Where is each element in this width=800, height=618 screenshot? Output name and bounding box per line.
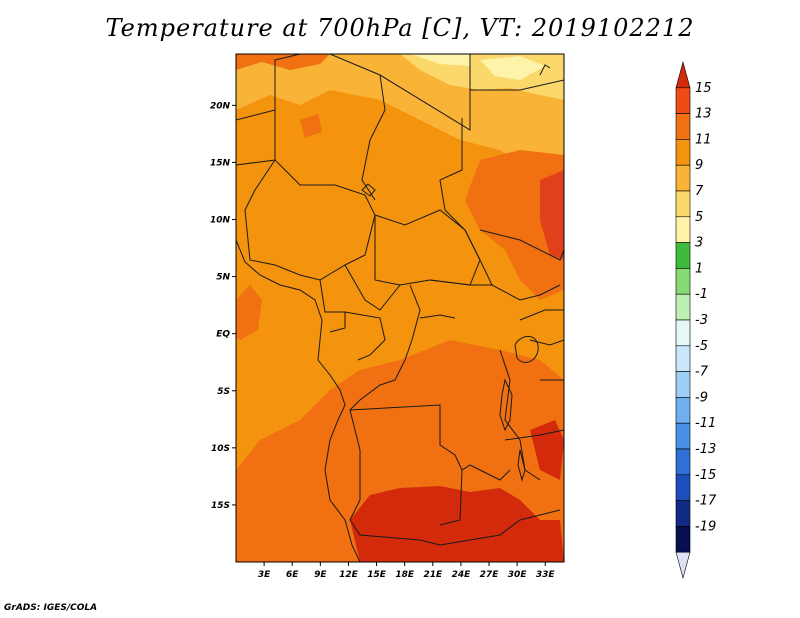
colorbar-label: 15 [695,81,712,96]
lat-tick-label: 15S [211,501,230,511]
colorbar-swatch [675,474,691,501]
colorbar: 15 13 11 9 7 5 3 1 -1 -3 -5 -7 -9 -11 -13 -15 -17 -19 [675,60,717,580]
colorbar-swatch [675,87,691,114]
lat-tick-label: 15N [210,158,231,168]
border-line [244,159,376,281]
field-region-11to13-east [465,150,564,300]
chart-title: Temperature at 700hPa [C], VT: 201910221… [105,14,695,42]
border-line [349,284,421,411]
lat-tick-label: 10S [211,444,230,454]
colorbar-swatch [675,500,691,527]
colorbar-swatch [675,216,691,243]
colorbar-label: -1 [695,287,708,302]
border-line [439,509,561,546]
lon-tick-label: 12E [339,570,359,580]
colorbar-swatch [675,397,691,424]
colorbar-swatch [675,139,691,166]
border-line [504,429,564,441]
lake-outline [514,335,539,363]
colorbar-swatch [675,526,691,553]
border-line [344,311,386,361]
lat-tick-label: 10N [210,216,231,226]
colorbar-label: 7 [695,184,704,199]
lon-tick-label: 3E [258,570,271,580]
field-region-13to15-south [350,486,564,562]
lon-tick-label: 27E [480,570,500,580]
coastline [236,239,361,562]
lon-tick-label: 24E [452,570,472,580]
colorbar-swatch [675,345,691,372]
border-line [349,409,441,546]
lake-outline [419,314,456,319]
colorbar-label: 9 [695,158,703,173]
lon-tick-label: 18E [395,570,415,580]
map-frame [235,53,565,563]
lon-tick-label: 21E [423,570,443,580]
colorbar-swatch [675,422,691,450]
lat-tick-label: 20N [210,101,231,111]
colorbar-swatch [675,293,691,321]
colorbar-label: -15 [695,468,716,483]
colorbar-swatch [675,60,691,89]
colorbar-label: 1 [695,261,703,276]
border-line [439,469,463,526]
colorbar-swatch [675,268,691,295]
lat-tick-label: 5S [217,387,230,397]
border-line [344,264,401,311]
border-line [374,209,481,286]
lon-tick-label: 15E [367,570,387,580]
lon-tick-label: 30E [508,570,528,580]
longitude-axis: 3E 6E 9E 12E 15E 18E 21E 24E 27E 30E 33E [258,562,556,580]
lake-outline [517,449,526,482]
colorbar-swatch [675,242,691,269]
latitude-axis: 20N 15N 10N 5N EQ 5S 10S 15S [210,101,236,511]
field-region-11to13-north [236,54,330,138]
grads-credit: GrADS: IGES/COLA [4,603,98,613]
border-line [470,79,564,91]
colorbar-label: 5 [695,210,703,225]
colorbar-label: -19 [695,519,716,534]
field-region-11to13-west [236,285,262,340]
colorbar-swatch [675,371,691,398]
lon-tick-label: 6E [286,570,299,580]
lake-outline [499,378,513,432]
colorbar-swatch [675,551,691,580]
lake-outline [539,64,551,76]
lat-tick-label: 5N [216,273,230,283]
colorbar-label: 11 [695,132,712,147]
border-line [429,279,561,301]
colorbar-label: -9 [695,390,708,405]
colorbar-label: 13 [695,107,712,122]
lon-tick-label: 9E [314,570,327,580]
border-line [519,309,564,321]
lat-tick-label: EQ [216,330,230,340]
colorbar-label: -11 [695,416,716,431]
colorbar-swatch [675,448,691,476]
border-line [329,54,471,131]
border-line [479,229,564,261]
colorbar-swatch [675,113,691,140]
border-line [361,74,386,201]
temperature-field [236,54,564,562]
colorbar-swatch [675,164,691,192]
colorbar-label: -5 [695,339,708,354]
colorbar-label: -13 [695,442,716,457]
border-line [499,349,541,481]
lon-tick-label: 33E [536,570,556,580]
colorbar-swatch [675,190,691,218]
colorbar-label: -3 [695,313,708,328]
border-line [236,54,301,121]
colorbar-label: 3 [695,236,703,251]
field-region-3to5-northeast [410,54,545,80]
field-region-13to15-east [540,170,564,260]
colorbar-label: -7 [695,365,709,380]
colorbar-label: -17 [695,494,717,509]
lake-outline [361,183,376,197]
country-borders [236,54,564,562]
colorbar-swatch [675,319,691,347]
